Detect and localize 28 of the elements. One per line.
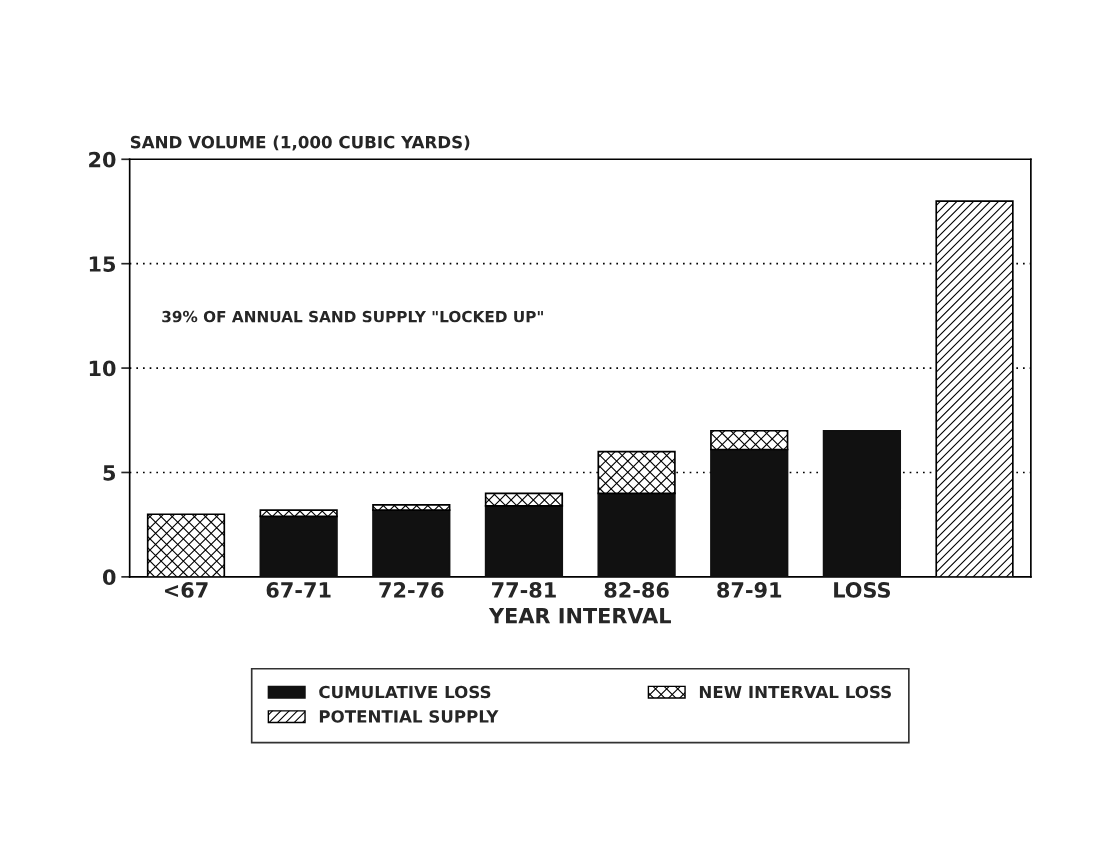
bar [259,509,338,518]
bar [822,429,902,577]
x-tick-label: <67 [164,582,208,598]
bar [710,429,789,451]
legend-label: CUMULATIVE LOSS [319,685,491,699]
y-axis-title: SAND VOLUME (1,000 CUBIC YARDS) [130,135,470,151]
bar [710,448,789,577]
x-tick-label: 67-71 [266,582,331,598]
x-axis-title: YEAR INTERVAL [488,608,671,624]
y-tick-label: 0 [102,569,116,586]
y-tick-label: 15 [89,256,116,272]
legend-label: NEW INTERVAL LOSS [699,685,891,699]
annotation: 39% OF ANNUAL SAND SUPPLY "LOCKED UP" [162,310,543,323]
bar [259,515,338,577]
bar [484,492,564,507]
x-tick-label: LOSS [834,582,891,598]
x-tick-label: 72-76 [379,582,444,598]
x-tick-label: 77-81 [492,582,556,598]
bar [372,504,451,511]
bar [484,505,564,577]
y-tick-label: 20 [89,151,116,168]
bar [372,509,451,577]
y-tick-label: 5 [103,465,116,481]
bar [597,492,676,577]
x-tick-label: 82-86 [604,582,669,598]
y-tick-label: 10 [89,360,116,377]
x-tick-label: 87-91 [717,582,782,598]
legend-label: POTENTIAL SUPPLY [319,710,499,723]
